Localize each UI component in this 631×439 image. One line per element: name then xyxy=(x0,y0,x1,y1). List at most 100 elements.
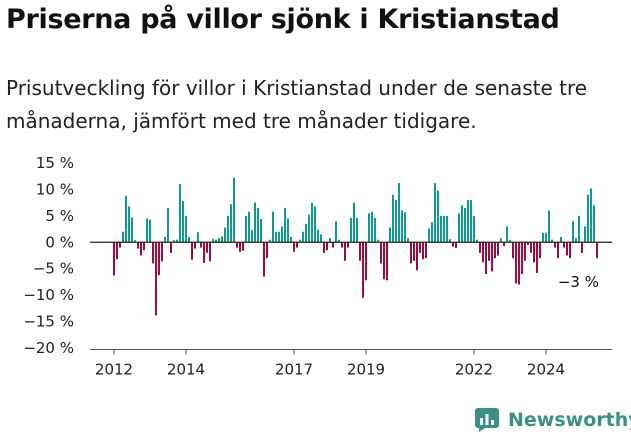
bar xyxy=(560,237,562,243)
bar xyxy=(335,221,337,243)
bar xyxy=(302,231,304,243)
y-tick-label: −15 % xyxy=(23,313,74,331)
bar xyxy=(545,232,547,243)
bar xyxy=(521,242,523,274)
bar xyxy=(170,242,172,253)
bar xyxy=(182,201,184,243)
bar xyxy=(575,238,577,243)
bar xyxy=(446,215,448,243)
bar xyxy=(515,242,517,284)
x-tick-label: 2012 xyxy=(95,361,133,379)
bar xyxy=(173,240,175,243)
bar xyxy=(137,242,139,249)
bar xyxy=(215,239,217,243)
bar xyxy=(557,242,559,259)
bar xyxy=(218,238,220,243)
bar xyxy=(383,242,385,280)
bar xyxy=(572,221,574,243)
bar xyxy=(392,194,394,243)
bar xyxy=(158,242,160,276)
bar xyxy=(479,242,481,253)
bar xyxy=(221,236,223,243)
bar xyxy=(341,242,343,248)
bar xyxy=(338,239,340,243)
bar xyxy=(194,242,196,249)
bar xyxy=(533,242,535,263)
brand-logo: Newsworthy xyxy=(475,408,631,432)
bar xyxy=(155,242,157,316)
bar xyxy=(233,177,235,243)
y-tick-label: −5 % xyxy=(33,260,74,278)
bar xyxy=(512,242,514,259)
bar xyxy=(548,210,550,243)
bar xyxy=(350,217,352,243)
bar xyxy=(443,215,445,243)
bar xyxy=(347,242,349,248)
bar xyxy=(440,215,442,243)
bar xyxy=(551,239,553,243)
bar xyxy=(407,238,409,243)
bar xyxy=(203,242,205,263)
bar xyxy=(161,242,163,262)
bar xyxy=(425,242,427,259)
bar xyxy=(485,242,487,274)
bar xyxy=(152,242,154,264)
bar xyxy=(362,242,364,298)
bar xyxy=(596,242,598,259)
bar xyxy=(290,237,292,243)
bar xyxy=(254,202,256,243)
bar xyxy=(245,215,247,243)
bar xyxy=(377,239,379,243)
bar xyxy=(419,242,421,253)
bar xyxy=(320,234,322,243)
bar xyxy=(398,183,400,243)
bar xyxy=(410,242,412,264)
bar xyxy=(482,242,484,263)
brand-name: Newsworthy xyxy=(508,409,631,431)
bar xyxy=(374,217,376,243)
bar xyxy=(590,188,592,243)
bar xyxy=(500,238,502,243)
bar xyxy=(542,232,544,243)
bar xyxy=(284,207,286,243)
bar xyxy=(497,242,499,256)
bar xyxy=(146,218,148,243)
bar xyxy=(353,202,355,243)
x-tick-label: 2017 xyxy=(275,361,313,379)
bar xyxy=(131,217,133,243)
bar xyxy=(242,242,244,251)
x-tick-label: 2022 xyxy=(455,361,493,379)
bar xyxy=(197,232,199,243)
bar xyxy=(224,227,226,243)
bar xyxy=(260,219,262,243)
bar xyxy=(368,213,370,243)
bar xyxy=(578,215,580,243)
bar xyxy=(188,237,190,243)
bar xyxy=(431,222,433,243)
y-tick-label: 0 % xyxy=(45,233,74,251)
bar xyxy=(185,215,187,243)
chart-subtitle: Prisutveckling för villor i Kristianstad… xyxy=(6,76,588,133)
bar xyxy=(125,195,127,243)
bar-chart: 15 %10 %5 %0 %−5 %−10 %−15 %−20 % 2012 20… xyxy=(23,154,612,379)
bar xyxy=(452,242,454,247)
bar xyxy=(308,214,310,243)
bar xyxy=(404,212,406,243)
bar xyxy=(509,239,511,243)
bar xyxy=(584,226,586,243)
bar xyxy=(461,205,463,243)
bar xyxy=(458,213,460,243)
x-tick-label: 2019 xyxy=(347,361,385,379)
x-tick-label: 2024 xyxy=(527,361,565,379)
bar xyxy=(314,206,316,243)
bar xyxy=(359,242,361,261)
bar xyxy=(122,231,124,243)
y-tick-label: 10 % xyxy=(36,180,74,198)
bar xyxy=(449,239,451,243)
bar xyxy=(467,200,469,243)
bar xyxy=(587,194,589,243)
bar xyxy=(200,242,202,248)
bar xyxy=(164,237,166,243)
bar xyxy=(566,242,568,256)
bar xyxy=(428,228,430,243)
